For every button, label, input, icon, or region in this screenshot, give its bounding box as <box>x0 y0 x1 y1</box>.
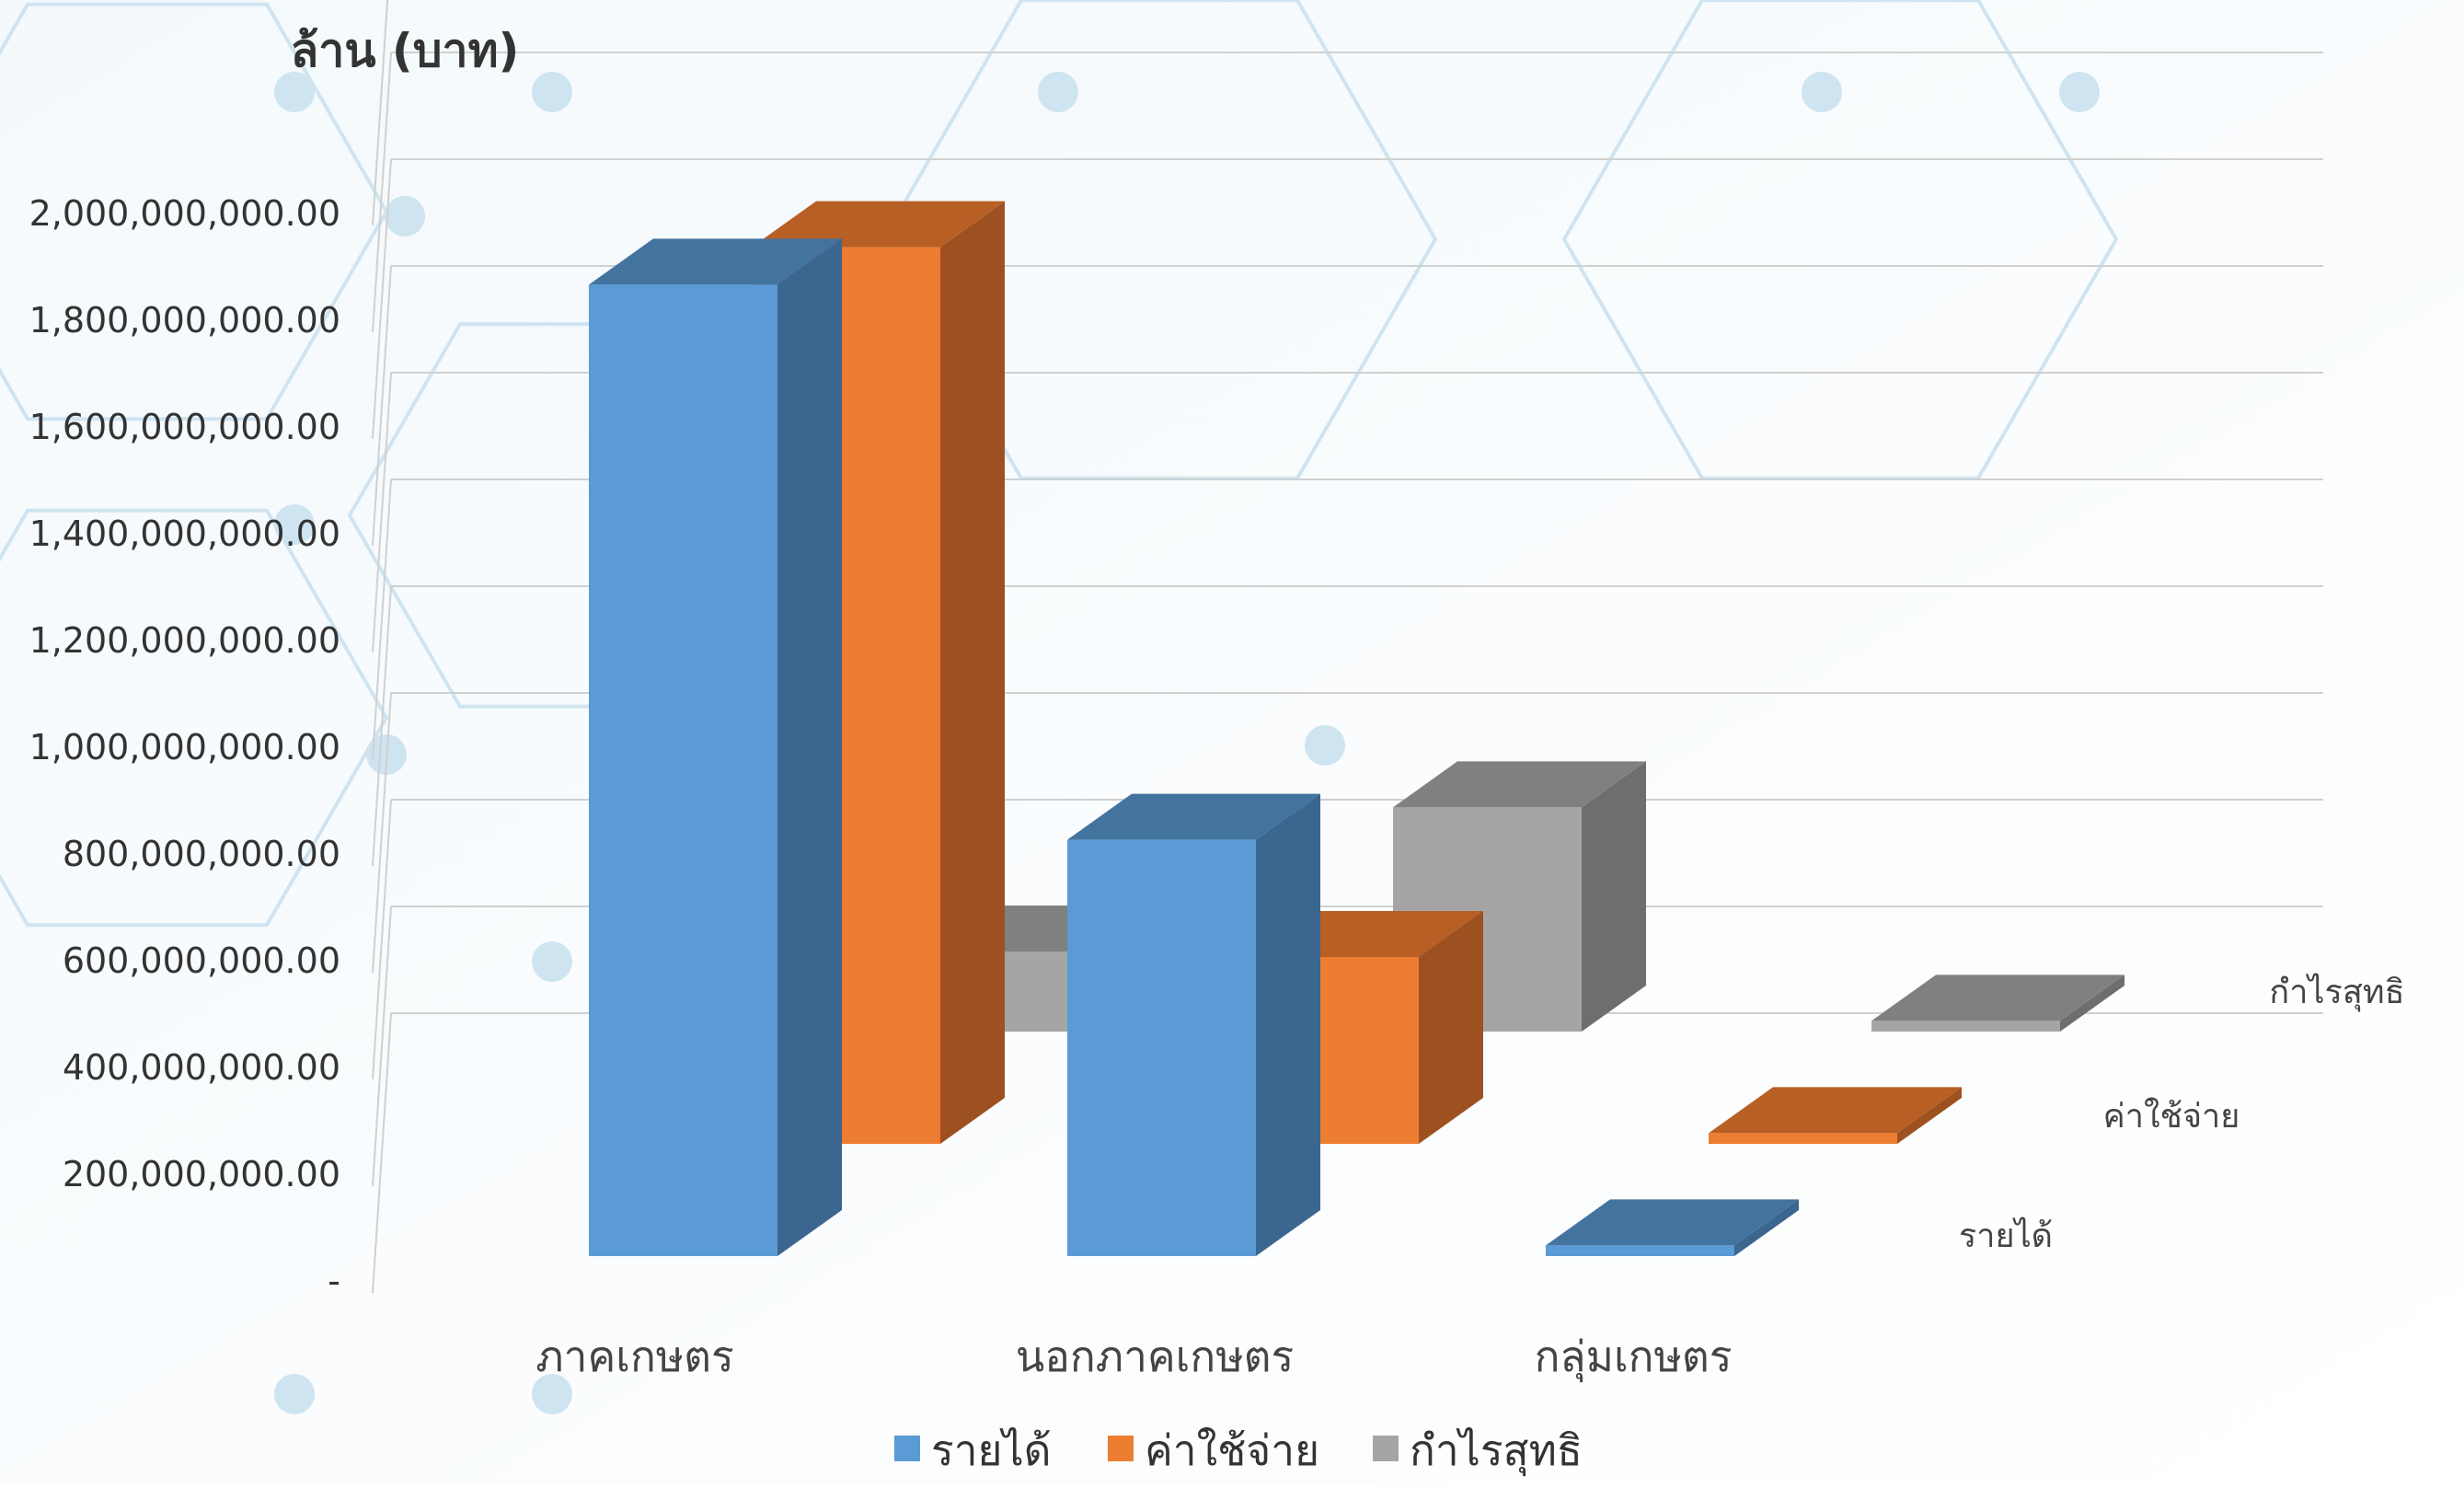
y-tick-label: 2,000,000,000.00 <box>29 193 340 234</box>
background-dot <box>1305 725 1345 766</box>
y-tick-label: 400,000,000.00 <box>63 1047 340 1088</box>
background-dot <box>385 196 425 236</box>
bar-front <box>1067 840 1256 1256</box>
y-tick-label: 1,800,000,000.00 <box>29 300 340 340</box>
bar-side <box>777 238 842 1256</box>
y-tick-label: 1,400,000,000.00 <box>29 513 340 554</box>
legend-label: ค่าใช้จ่าย <box>1145 1425 1319 1475</box>
bar-front <box>589 284 777 1256</box>
depth-axis-label: รายได้ <box>1959 1217 2053 1255</box>
legend-label: รายได้ <box>931 1425 1052 1475</box>
y-tick-label: 1,600,000,000.00 <box>29 407 340 447</box>
legend: รายได้ ค่าใช้จ่าย กำไรสุทธิ <box>894 1425 1583 1477</box>
legend-swatch <box>1373 1436 1399 1461</box>
background-dot <box>532 72 572 112</box>
bar-front <box>1546 1245 1734 1256</box>
y-tick-label: 1,200,000,000.00 <box>29 620 340 661</box>
background-dot <box>2059 72 2100 112</box>
y-tick-label: 1,000,000,000.00 <box>29 727 340 767</box>
background-dot <box>274 72 315 112</box>
bar-front <box>1709 1133 1897 1144</box>
depth-axis-label: ค่าใช้จ่าย <box>2103 1097 2240 1136</box>
x-tick-label: กลุ่มเกษตร <box>1535 1332 1733 1383</box>
y-tick-label: 600,000,000.00 <box>63 940 340 981</box>
background-dot <box>532 941 572 982</box>
bar <box>589 238 842 1256</box>
y-tick-label: 800,000,000.00 <box>63 834 340 874</box>
y-axis-title: ล้าน (บาท) <box>291 24 520 77</box>
background-dot <box>1038 72 1078 112</box>
bar-side <box>1582 761 1646 1032</box>
bar-side <box>1256 794 1320 1256</box>
legend-label: กำไรสุทธิ <box>1410 1425 1583 1477</box>
depth-axis-label: กำไรสุทธิ <box>2269 973 2404 1012</box>
y-tick-label: 200,000,000.00 <box>63 1154 340 1194</box>
bar-side <box>940 202 1005 1144</box>
y-tick-label: - <box>328 1261 340 1301</box>
x-tick-label: นอกภาคเกษตร <box>1016 1332 1294 1381</box>
legend-swatch <box>1108 1436 1134 1461</box>
x-axis-ticks: ภาคเกษตร นอกภาคเกษตร กลุ่มเกษตร <box>535 1332 1732 1383</box>
background-dot <box>274 1374 315 1414</box>
x-tick-label: ภาคเกษตร <box>535 1332 733 1381</box>
background-dot <box>1802 72 1842 112</box>
legend-swatch <box>894 1436 920 1461</box>
bar <box>1067 794 1320 1256</box>
bar-front <box>1871 1021 2060 1032</box>
